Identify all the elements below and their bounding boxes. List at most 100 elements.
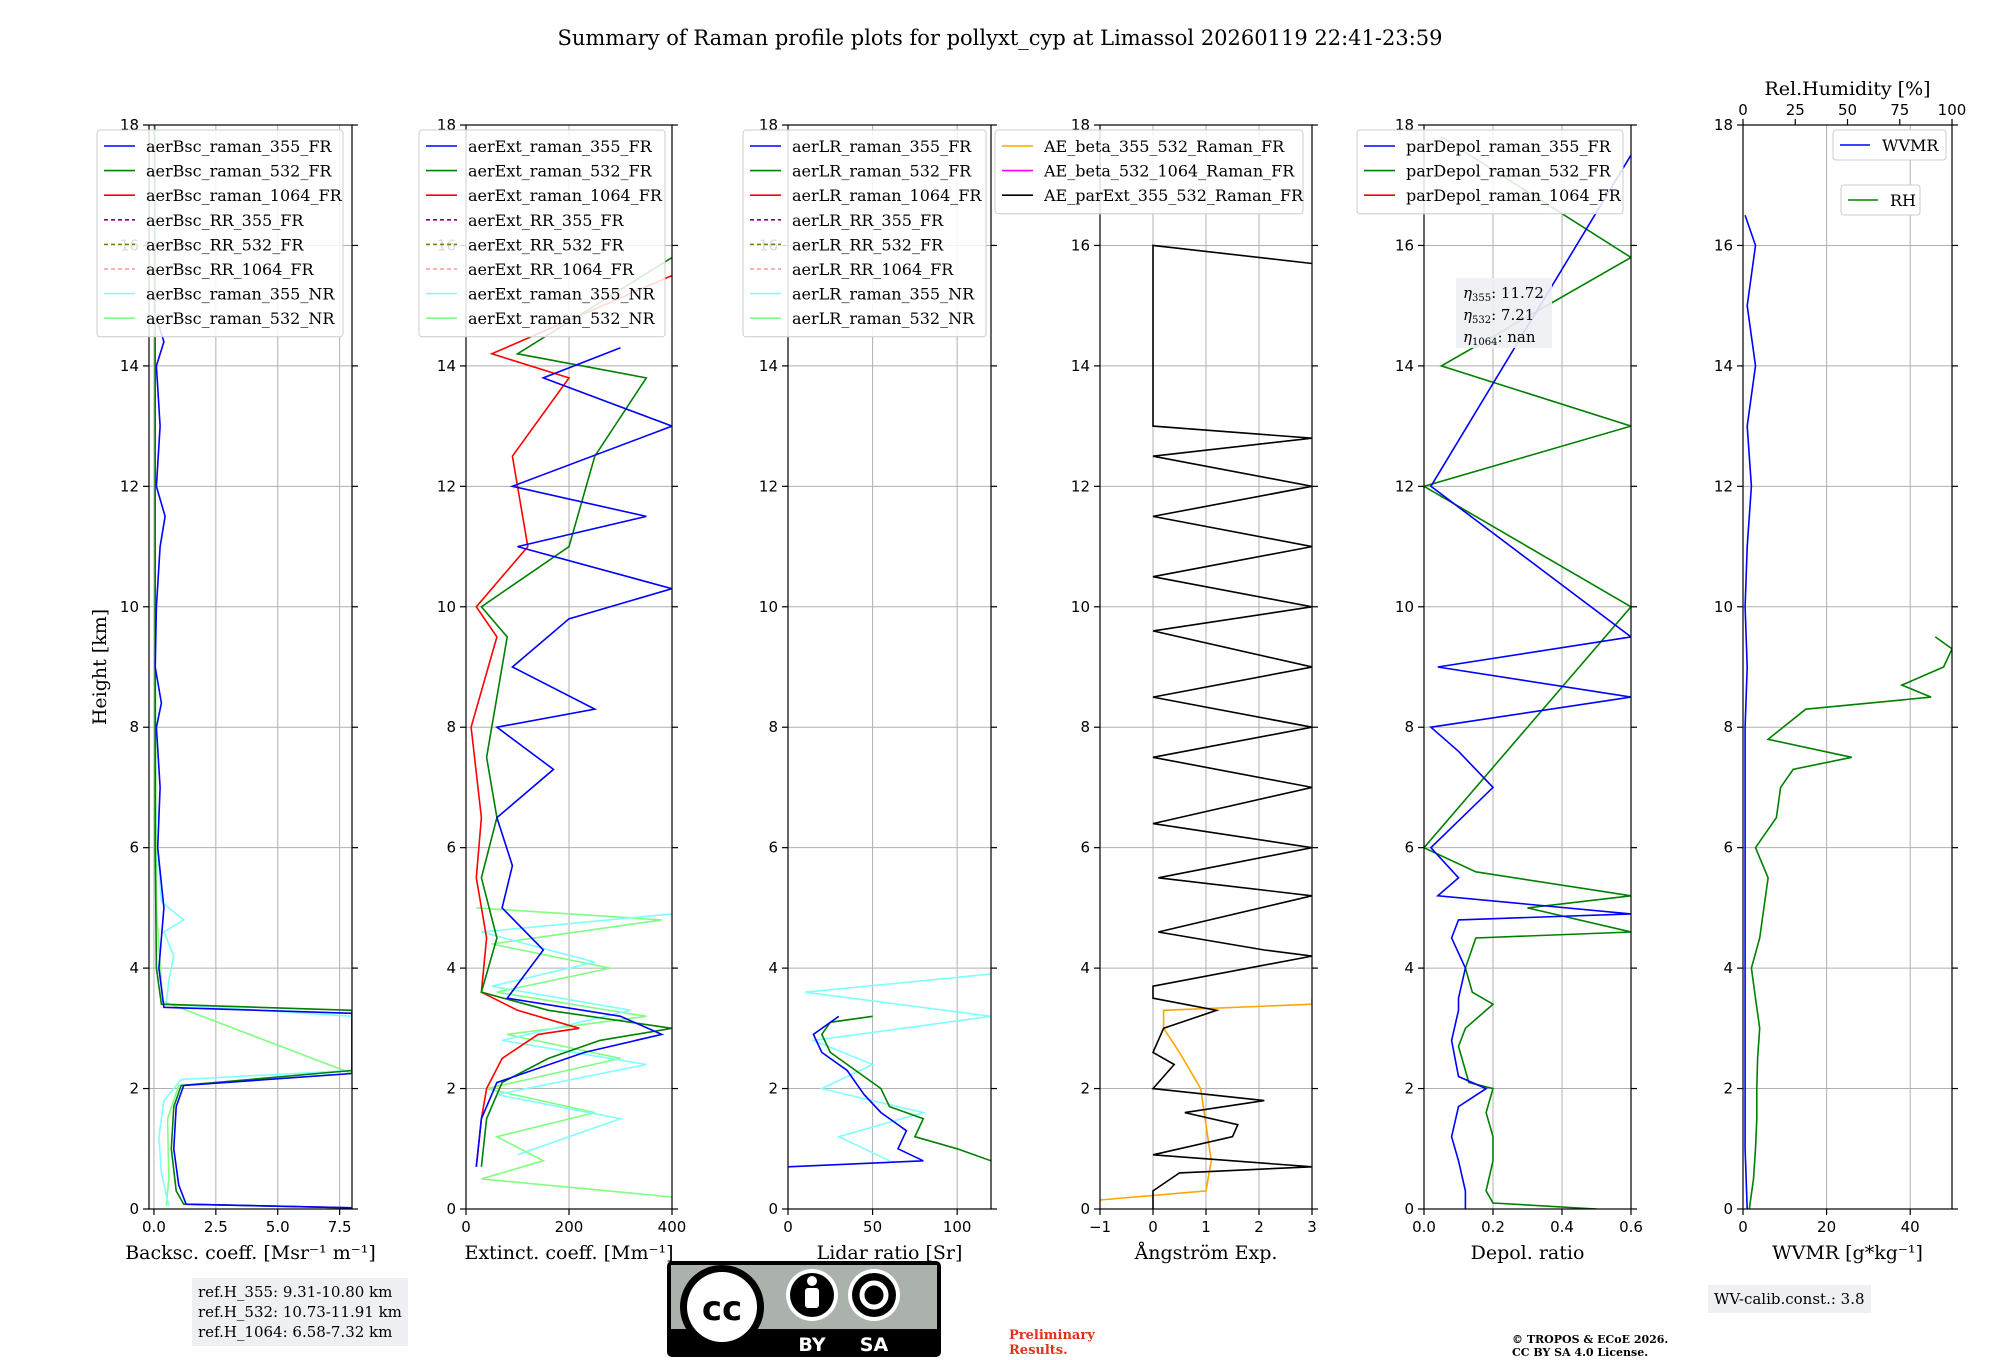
legend-label: aerExt_raman_532_FR xyxy=(468,162,653,181)
wv-calib-box: WV-calib.const.: 3.8 xyxy=(1708,1285,1871,1313)
legend-label: aerExt_raman_355_FR xyxy=(468,137,653,156)
y-tick-label: 6 xyxy=(1723,839,1733,857)
copyright-line-1: © TROPOS & ECoE 2026. xyxy=(1512,1333,1669,1346)
y-tick-label: 10 xyxy=(1395,598,1414,616)
legend-label: AE_beta_532_1064_Raman_FR xyxy=(1043,162,1295,181)
x-tick-label: 400 xyxy=(658,1218,687,1236)
legend-label: parDepol_raman_532_FR xyxy=(1406,162,1612,181)
y-tick-label: 14 xyxy=(759,357,778,375)
y-tick-label: 8 xyxy=(129,718,139,736)
series-line-parDepol_raman_355_FR xyxy=(1429,154,1631,1209)
series-line-aerExt_raman_532_FR xyxy=(480,256,672,1167)
x-tick-label: 0 xyxy=(1148,1218,1158,1236)
axes-frame xyxy=(787,124,992,1210)
legend-box xyxy=(96,129,344,338)
copyright-line-2: CC BY SA 4.0 License. xyxy=(1512,1346,1649,1359)
preliminary-line-1: Preliminary xyxy=(1009,1328,1095,1343)
y-tick-label: 0 xyxy=(129,1200,139,1218)
eta-box xyxy=(1456,278,1552,348)
x-tick-label: 0.4 xyxy=(1550,1218,1574,1236)
series-line-AE_beta_355_532_Raman_FR xyxy=(1100,998,1312,1201)
y-tick-label: 12 xyxy=(1071,477,1090,495)
legend-box xyxy=(1356,129,1624,215)
preliminary-line-2: Results. xyxy=(1009,1343,1068,1358)
wv-calib-text: WV-calib.const.: 3.8 xyxy=(1714,1290,1865,1308)
y-tick-label: 0 xyxy=(1404,1200,1414,1218)
x-tick-label: 40 xyxy=(1901,1218,1920,1236)
x-axis-label: Extinct. coeff. [Mm⁻¹] xyxy=(464,1242,673,1264)
y-tick-label: 14 xyxy=(437,357,456,375)
legend-label: aerLR_raman_355_NR xyxy=(792,285,975,304)
x-axis-label: Depol. ratio xyxy=(1471,1242,1585,1264)
x-tick-label: −1 xyxy=(1089,1218,1111,1236)
legend-label: WVMR xyxy=(1882,136,1939,155)
x-tick-label: 20 xyxy=(1817,1218,1836,1236)
y-tick-label: 4 xyxy=(129,959,139,977)
legend-label: aerLR_RR_1064_FR xyxy=(792,260,954,279)
y-tick-label: 0 xyxy=(446,1200,456,1218)
legend-label: RH xyxy=(1890,191,1916,210)
eta-annotation: η355: 11.72 xyxy=(1463,284,1544,304)
y-tick-label: 6 xyxy=(1404,839,1414,857)
x-tick-label: 3 xyxy=(1307,1218,1317,1236)
legend-label: AE_beta_355_532_Raman_FR xyxy=(1043,137,1285,156)
legend-label: aerLR_raman_1064_FR xyxy=(792,186,982,205)
top-x-tick-label: 75 xyxy=(1890,101,1909,119)
x-axis-label: Backsc. coeff. [Msr⁻¹ m⁻¹] xyxy=(125,1242,376,1264)
figure-title: Summary of Raman profile plots for polly… xyxy=(557,26,1442,50)
x-tick-label: 200 xyxy=(555,1218,584,1236)
legend-label: parDepol_raman_1064_FR xyxy=(1406,186,1622,205)
legend-label: aerExt_RR_1064_FR xyxy=(468,260,635,279)
y-tick-label: 14 xyxy=(1395,357,1414,375)
x-tick-label: 7.5 xyxy=(328,1218,352,1236)
y-tick-label: 8 xyxy=(1723,718,1733,736)
ref-heights-box: ref.H_355: 9.31-10.80 km ref.H_532: 10.7… xyxy=(192,1278,408,1346)
y-tick-label: 14 xyxy=(1071,357,1090,375)
eta-annotation: η1064: nan xyxy=(1463,328,1536,348)
series-line-aerExt_raman_1064_FR xyxy=(470,274,672,1167)
x-tick-label: 0 xyxy=(461,1218,471,1236)
legend-box xyxy=(1840,184,1921,216)
legend-label: aerBsc_raman_532_FR xyxy=(146,162,332,181)
legend-label: aerLR_RR_532_FR xyxy=(792,235,944,254)
legend-label: aerLR_RR_355_FR xyxy=(792,211,944,230)
legend-box xyxy=(1832,129,1947,161)
legend-label: aerExt_RR_355_FR xyxy=(468,211,625,230)
x-tick-label: 50 xyxy=(863,1218,882,1236)
legend-label: aerExt_raman_532_NR xyxy=(468,309,656,328)
y-tick-label: 0 xyxy=(768,1200,778,1218)
legend-label: parDepol_raman_355_FR xyxy=(1406,137,1612,156)
cc-logo-sa: SA xyxy=(860,1334,889,1356)
legend-label: aerExt_raman_1064_FR xyxy=(468,186,663,205)
x-tick-label: 1 xyxy=(1201,1218,1211,1236)
y-axis-label: Height [km] xyxy=(89,609,111,725)
y-tick-label: 8 xyxy=(446,718,456,736)
y-tick-label: 6 xyxy=(129,839,139,857)
legend-label: aerBsc_raman_532_NR xyxy=(146,309,335,328)
y-tick-label: 12 xyxy=(120,477,139,495)
preliminary-note: Preliminary Results. xyxy=(1009,1328,1095,1358)
y-tick-label: 12 xyxy=(759,477,778,495)
legend-label: aerBsc_raman_355_FR xyxy=(146,137,332,156)
y-tick-label: 14 xyxy=(1714,357,1733,375)
legend-box xyxy=(994,129,1304,215)
legend-label: aerBsc_RR_1064_FR xyxy=(146,260,315,279)
y-tick-label: 10 xyxy=(437,598,456,616)
y-tick-label: 2 xyxy=(1080,1080,1090,1098)
y-tick-label: 4 xyxy=(768,959,778,977)
series-line-aerLR_raman_355_NR xyxy=(804,973,991,1162)
y-tick-label: 10 xyxy=(1071,598,1090,616)
x-tick-label: 2 xyxy=(1254,1218,1264,1236)
y-tick-label: 18 xyxy=(1714,116,1733,134)
top-x-tick-label: 100 xyxy=(1938,101,1967,119)
ref-height-355: ref.H_355: 9.31-10.80 km xyxy=(198,1283,393,1301)
axes-frame xyxy=(1423,124,1632,1210)
y-tick-label: 2 xyxy=(129,1080,139,1098)
x-axis-label: WVMR [g*kg⁻¹] xyxy=(1772,1242,1923,1264)
legend-box xyxy=(742,129,987,338)
x-tick-label: 0.0 xyxy=(1412,1218,1436,1236)
y-tick-label: 2 xyxy=(1723,1080,1733,1098)
series-line-aerBsc_raman_355_NR xyxy=(156,847,352,1207)
